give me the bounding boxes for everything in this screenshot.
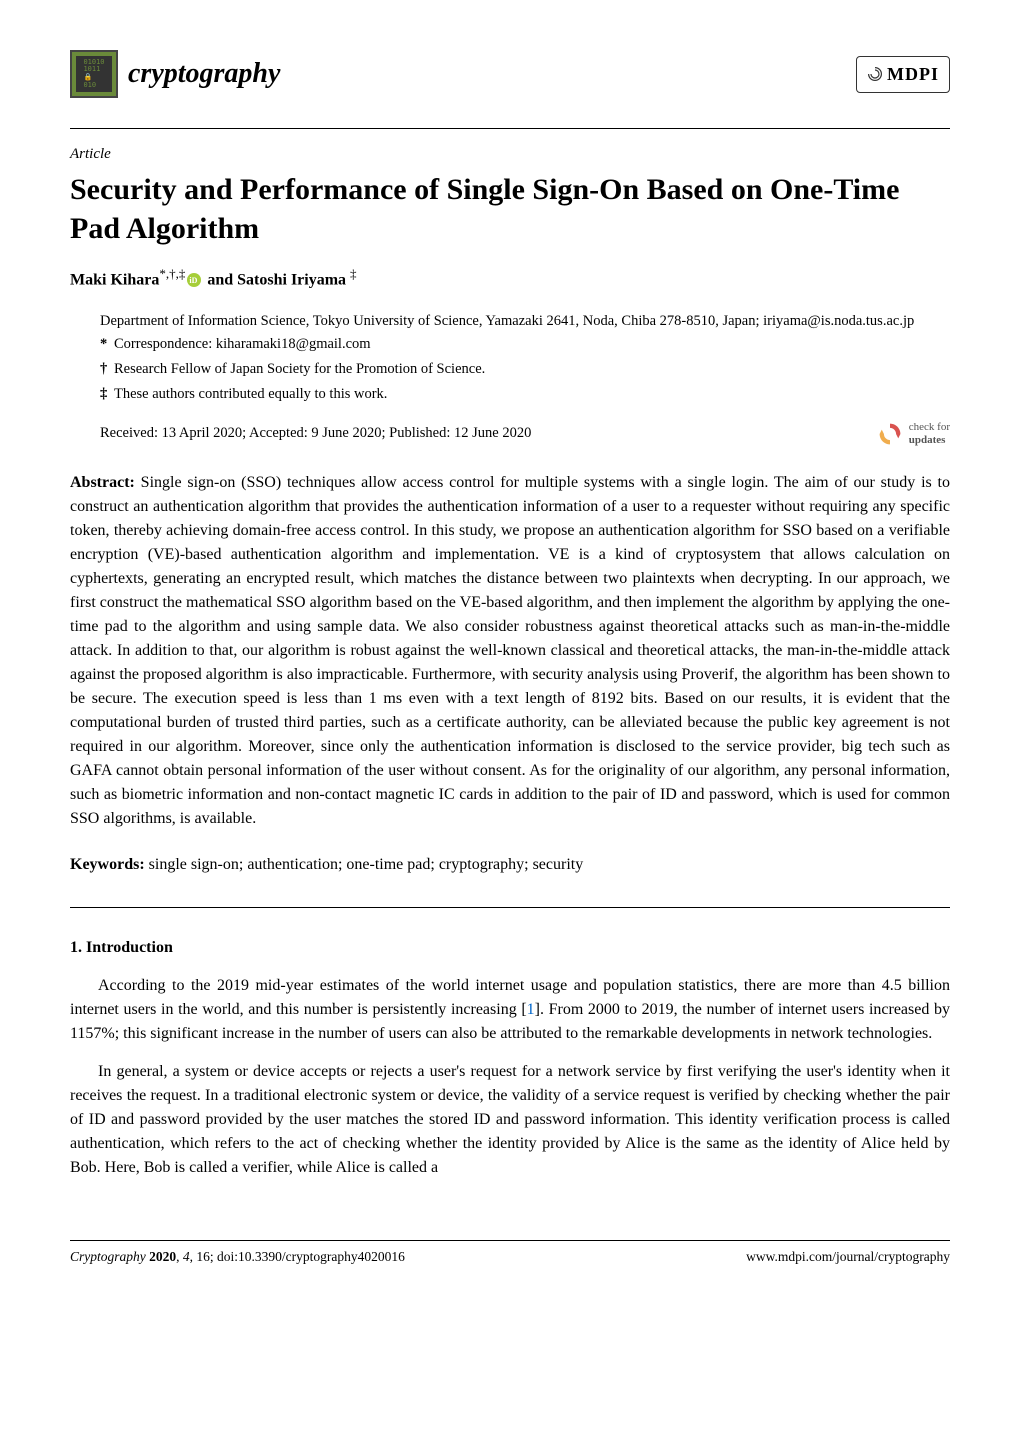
publisher-logo-text: MDPI <box>887 61 939 88</box>
journal-logo: 010101011🔒010 cryptography <box>70 50 280 98</box>
dates-row: Received: 13 April 2020; Accepted: 9 Jun… <box>70 421 950 447</box>
publisher-logo: MDPI <box>856 56 950 93</box>
ddagger-marker: ‡ <box>100 383 107 406</box>
abstract: Abstract: Single sign-on (SSO) technique… <box>70 471 950 831</box>
footer-volume: 4 <box>183 1249 190 1264</box>
correspondence-text: Correspondence: kiharamaki18@gmail.com <box>114 336 371 352</box>
article-title: Security and Performance of Single Sign-… <box>70 170 950 248</box>
orcid-icon[interactable] <box>187 273 201 287</box>
ddagger-text: These authors contributed equally to thi… <box>114 386 387 402</box>
header-divider <box>70 128 950 129</box>
footer: Cryptography 2020, 4, 16; doi:10.3390/cr… <box>70 1240 950 1267</box>
abstract-text: Single sign-on (SSO) techniques allow ac… <box>70 474 950 827</box>
header-row: 010101011🔒010 cryptography MDPI <box>70 50 950 98</box>
keywords-divider <box>70 907 950 908</box>
section-1-heading: 1. Introduction <box>70 936 950 960</box>
footer-right: www.mdpi.com/journal/cryptography <box>746 1247 950 1267</box>
footer-left: Cryptography 2020, 4, 16; doi:10.3390/cr… <box>70 1247 405 1267</box>
authors-conjunction: and <box>203 271 237 288</box>
correspondence-note: * Correspondence: kiharamaki18@gmail.com <box>100 333 950 356</box>
check-updates-line2: updates <box>909 434 946 446</box>
check-updates-icon <box>877 421 903 447</box>
check-updates-text: check for updates <box>909 421 950 445</box>
ref-link-1[interactable]: 1 <box>527 1001 535 1018</box>
affiliation-text: Department of Information Science, Tokyo… <box>100 310 950 333</box>
author-2-name: Satoshi Iriyama <box>237 271 346 288</box>
section-1-p1: According to the 2019 mid-year estimates… <box>70 974 950 1046</box>
correspondence-marker: * <box>100 333 107 356</box>
journal-logo-icon: 010101011🔒010 <box>70 50 118 98</box>
author-1-name: Maki Kihara <box>70 271 159 288</box>
author-2-symbols: ‡ <box>350 266 357 281</box>
authors: Maki Kihara*,†,‡ and Satoshi Iriyama ‡ <box>70 264 950 292</box>
check-updates-link[interactable]: check for updates <box>877 421 950 447</box>
footer-comma: , <box>176 1249 183 1264</box>
journal-logo-icon-inner: 010101011🔒010 <box>76 56 112 92</box>
dagger-marker: † <box>100 358 107 381</box>
section-1-p2: In general, a system or device accepts o… <box>70 1060 950 1180</box>
dagger-text: Research Fellow of Japan Society for the… <box>114 361 485 377</box>
abstract-label: Abstract: <box>70 474 135 491</box>
keywords-text: single sign-on; authentication; one-time… <box>145 856 584 873</box>
footer-year: 2020 <box>149 1249 176 1264</box>
footer-doi: , 16; doi:10.3390/cryptography4020016 <box>190 1249 405 1264</box>
affiliation-block: Department of Information Science, Tokyo… <box>70 310 950 407</box>
dates-text: Received: 13 April 2020; Accepted: 9 Jun… <box>100 423 531 445</box>
ddagger-note: ‡ These authors contributed equally to t… <box>100 383 950 406</box>
keywords: Keywords: single sign-on; authentication… <box>70 853 950 877</box>
journal-name: cryptography <box>128 53 280 95</box>
keywords-label: Keywords: <box>70 856 145 873</box>
article-label: Article <box>70 143 950 166</box>
check-updates-line1: check for <box>909 421 950 433</box>
dagger-note: † Research Fellow of Japan Society for t… <box>100 358 950 381</box>
author-1-symbols: *,†,‡ <box>159 266 185 281</box>
footer-journal: Cryptography <box>70 1249 149 1264</box>
mdpi-swirl-icon <box>867 66 883 82</box>
